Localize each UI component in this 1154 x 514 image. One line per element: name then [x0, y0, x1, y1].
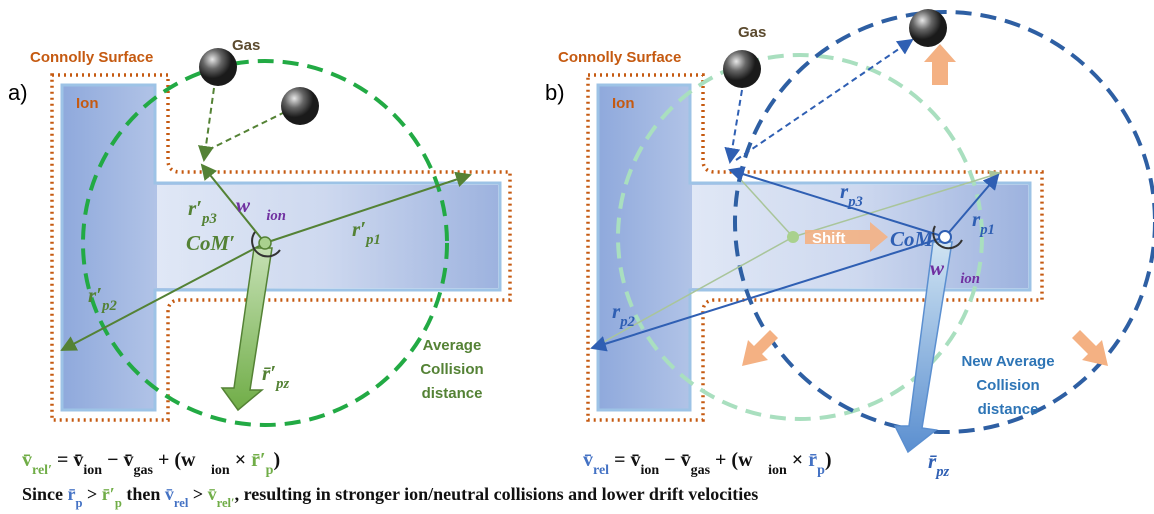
text-segment: CoM′ [186, 231, 235, 255]
gas-path [204, 88, 214, 160]
math-label: r̄pz [928, 449, 950, 480]
text-segment: × [787, 449, 808, 471]
collision-line: distance [422, 385, 483, 402]
text-segment: − [102, 449, 123, 471]
text-segment: v̄ [73, 449, 83, 471]
text-segment: CoM [890, 227, 935, 251]
subscript: pz [274, 376, 289, 392]
expand-arrow [924, 44, 956, 85]
panel-label: b) [545, 80, 565, 105]
conclusion: Since r̄p > r̄′p then v̄rel > v̄rel′, re… [22, 484, 758, 510]
collision-label: Average Collision distance [420, 337, 483, 402]
subscript: ion [640, 463, 659, 478]
text-segment: ) [273, 449, 280, 471]
subscript: pz [934, 464, 949, 480]
text-segment: w⃗ [930, 256, 960, 280]
expand-arrow [1072, 330, 1108, 366]
subscript: p1 [364, 232, 381, 248]
text-segment: r̄ [808, 449, 817, 471]
text-segment: r̄′ [102, 484, 115, 504]
subscript: p [76, 496, 83, 510]
text-segment: r′ [88, 283, 102, 307]
old-center [787, 231, 799, 243]
gas-path [730, 90, 742, 162]
gas-label: Gas [738, 24, 766, 41]
subscript: p3 [200, 211, 217, 227]
text-segment: w⃗ [181, 449, 211, 471]
collision-line: Collision [976, 377, 1039, 394]
subscript: rel′ [32, 463, 52, 478]
panel-a: a) Connolly Surface Gas Ion r′p3 w⃗ion C… [8, 37, 510, 425]
diagram: a) Connolly Surface Gas Ion r′p3 w⃗ion C… [0, 0, 1154, 514]
text-segment: r′ [352, 217, 366, 241]
subscript: p [115, 496, 122, 510]
text-segment: v̄ [165, 484, 174, 504]
subscript: p1 [978, 222, 995, 238]
text-segment: v̄ [681, 449, 691, 471]
text-segment: , resulting in stronger ion/neutral coll… [235, 484, 759, 504]
subscript: ion [266, 208, 286, 224]
gas-label: Gas [232, 37, 260, 54]
connolly-label: Connolly Surface [30, 49, 153, 66]
gas-molecule [909, 9, 947, 47]
text-segment: v̄ [124, 449, 134, 471]
expand-arrow [742, 330, 778, 366]
text-segment: ) [825, 449, 832, 471]
text-segment: + ( [153, 449, 181, 471]
text-segment: = [609, 449, 630, 471]
collision-line: Average [423, 337, 482, 354]
text-segment: = [52, 449, 73, 471]
subscript: rel [174, 496, 189, 510]
math-label: r̄′pz [262, 361, 289, 392]
collision-line: New Average [961, 353, 1054, 370]
subscript: gas [134, 463, 154, 478]
panel-label: a) [8, 80, 28, 105]
subscript: p [266, 463, 274, 478]
text-segment: r̄ [68, 484, 76, 504]
subscript: rel′ [217, 496, 235, 510]
center-of-mass [939, 231, 951, 243]
text-segment: > [188, 484, 207, 504]
subscript: ion [960, 271, 980, 287]
text-segment: r′ [188, 196, 202, 220]
connolly-label: Connolly Surface [558, 49, 681, 66]
text-segment: Since [22, 484, 68, 504]
subscript: gas [691, 463, 711, 478]
text-segment: v̄ [208, 484, 217, 504]
subscript: ion [768, 463, 787, 478]
shift-label: Shift [812, 230, 845, 247]
subscript: p2 [618, 314, 635, 330]
text-segment: × [230, 449, 251, 471]
text-segment: + ( [710, 449, 738, 471]
subscript: p3 [846, 194, 863, 210]
text-segment: r̄′ [262, 361, 276, 385]
subscript: ion [83, 463, 102, 478]
subscript: ion [211, 463, 230, 478]
text-segment: v̄ [630, 449, 640, 471]
text-segment: v̄ [22, 449, 32, 471]
equation-b: v̄rel = v̄ion − v̄gas + (w⃗ion × r̄p) [583, 449, 832, 478]
collision-line: distance [978, 401, 1039, 418]
text-segment: w⃗ [236, 193, 266, 217]
gas-molecule [723, 50, 761, 88]
subscript: rel [593, 463, 609, 478]
text-segment: w⃗ [738, 449, 768, 471]
math-label: CoM [890, 227, 935, 251]
text-segment: v̄ [583, 449, 593, 471]
ion-label: Ion [76, 95, 99, 112]
subscript: p2 [100, 298, 117, 314]
text-segment: − [659, 449, 680, 471]
collision-line: Collision [420, 361, 483, 378]
ion-label: Ion [612, 95, 635, 112]
subscript: p [817, 463, 825, 478]
gas-molecule [281, 87, 319, 125]
center-of-mass [259, 237, 271, 249]
equation-a: v̄rel′ = v̄ion − v̄gas + (w⃗ion × r̄′p) [22, 449, 280, 478]
gas-path [212, 112, 285, 148]
text-segment: r̄′ [251, 449, 266, 471]
text-segment: > [83, 484, 102, 504]
text-segment: then [122, 484, 165, 504]
panel-b: b) Connolly Surface Gas Ion Shift rp3 rp… [545, 9, 1154, 480]
math-label: CoM′ [186, 231, 235, 255]
